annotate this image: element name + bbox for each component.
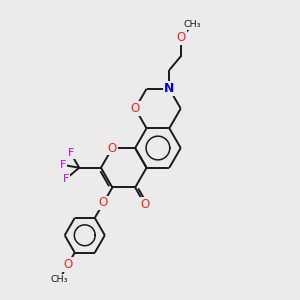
Text: CH₃: CH₃ (51, 275, 68, 284)
Text: F: F (68, 148, 74, 158)
Text: O: O (177, 31, 186, 44)
Text: N: N (164, 82, 175, 95)
Text: CH₃: CH₃ (184, 20, 201, 29)
Text: O: O (108, 142, 117, 154)
Text: O: O (99, 196, 108, 209)
Text: O: O (130, 102, 140, 115)
Text: F: F (63, 174, 69, 184)
Text: O: O (140, 198, 150, 211)
Text: O: O (63, 258, 72, 271)
Text: F: F (59, 160, 66, 170)
